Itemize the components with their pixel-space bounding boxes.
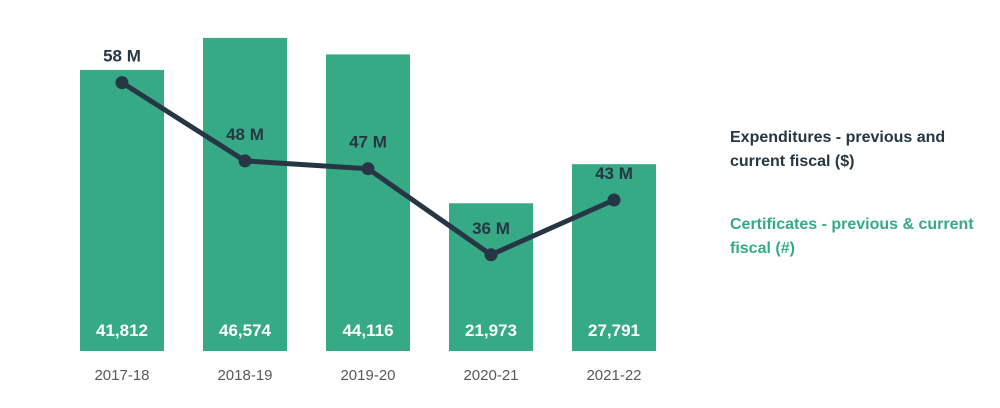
bar-2019-20 [326,54,410,352]
bar-2018-19 [203,37,287,351]
x-tick-2021-22: 2021-22 [586,367,641,384]
line-point-2020-21 [484,248,498,262]
x-tick-labels: 2017-18 2018-19 2019-20 2020-21 2021-22 [94,367,641,384]
legend-certificates: Certificates - previous & current fiscal… [730,216,974,257]
line-point-2018-19 [238,154,252,168]
line-labels-layer: 58 M 48 M 47 M 36 M 43 M [103,47,633,238]
bar-labels-layer: 41,812 46,574 44,116 21,973 27,791 [96,321,640,340]
bar-label-2021-22: 27,791 [588,321,640,340]
line-label-2021-22: 43 M [595,164,633,183]
points-layer [115,76,621,262]
bar-2020-21 [449,203,533,351]
x-tick-2019-20: 2019-20 [340,367,395,384]
line-point-2017-18 [115,76,129,90]
bar-label-2020-21: 21,973 [465,321,517,340]
legend-expenditures: Expenditures - previous and current fisc… [730,129,946,170]
line-point-2019-20 [361,162,375,176]
bars-layer [80,37,656,352]
line-point-2021-22 [607,193,621,207]
line-label-2019-20: 47 M [349,133,387,152]
bar-label-2019-20: 44,116 [342,321,393,340]
x-tick-2017-18: 2017-18 [94,367,149,384]
bar-label-2017-18: 41,812 [96,321,148,340]
bar-label-2018-19: 46,574 [219,321,272,340]
x-tick-2018-19: 2018-19 [217,367,272,384]
bar-2017-18 [80,69,164,352]
x-tick-2020-21: 2020-21 [463,367,518,384]
line-label-2020-21: 36 M [472,219,510,238]
line-label-2017-18: 58 M [103,47,141,66]
line-label-2018-19: 48 M [226,125,264,144]
